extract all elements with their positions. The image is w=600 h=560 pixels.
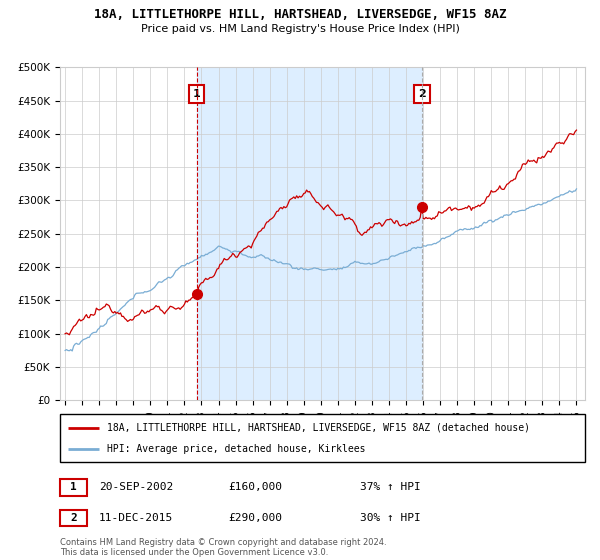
Text: 2: 2 bbox=[70, 513, 77, 523]
Text: 20-SEP-2002: 20-SEP-2002 bbox=[99, 482, 173, 492]
Text: 18A, LITTLETHORPE HILL, HARTSHEAD, LIVERSEDGE, WF15 8AZ: 18A, LITTLETHORPE HILL, HARTSHEAD, LIVER… bbox=[94, 8, 506, 21]
Text: 1: 1 bbox=[193, 89, 200, 99]
FancyBboxPatch shape bbox=[60, 414, 585, 462]
Text: 2: 2 bbox=[418, 89, 426, 99]
Bar bbox=[197, 67, 422, 400]
Text: HPI: Average price, detached house, Kirklees: HPI: Average price, detached house, Kirk… bbox=[107, 444, 366, 454]
Text: Price paid vs. HM Land Registry's House Price Index (HPI): Price paid vs. HM Land Registry's House … bbox=[140, 24, 460, 34]
Text: 37% ↑ HPI: 37% ↑ HPI bbox=[360, 482, 421, 492]
Text: £160,000: £160,000 bbox=[228, 482, 282, 492]
Text: £290,000: £290,000 bbox=[228, 513, 282, 523]
Text: 18A, LITTLETHORPE HILL, HARTSHEAD, LIVERSEDGE, WF15 8AZ (detached house): 18A, LITTLETHORPE HILL, HARTSHEAD, LIVER… bbox=[107, 423, 530, 433]
Text: Contains HM Land Registry data © Crown copyright and database right 2024.
This d: Contains HM Land Registry data © Crown c… bbox=[60, 538, 386, 557]
Text: 30% ↑ HPI: 30% ↑ HPI bbox=[360, 513, 421, 523]
Text: 11-DEC-2015: 11-DEC-2015 bbox=[99, 513, 173, 523]
Text: 1: 1 bbox=[70, 482, 77, 492]
